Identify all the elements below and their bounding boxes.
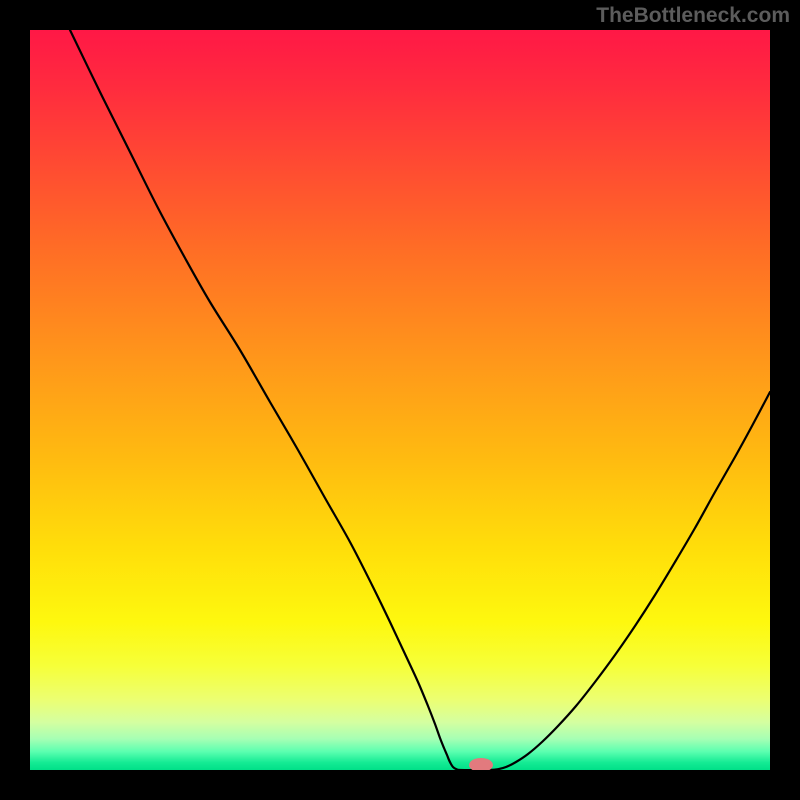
gradient-background <box>30 30 770 770</box>
chart-svg <box>30 30 770 770</box>
watermark-label: TheBottleneck.com <box>596 4 790 28</box>
plot-area <box>30 30 770 770</box>
chart-frame: TheBottleneck.com <box>0 0 800 800</box>
